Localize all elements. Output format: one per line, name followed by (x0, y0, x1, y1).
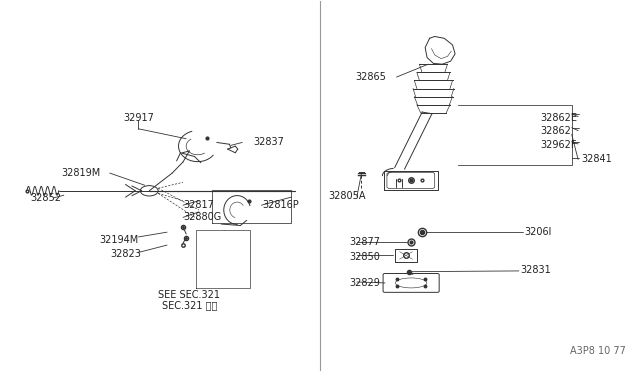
Text: 32841: 32841 (581, 154, 612, 164)
Text: 32877: 32877 (349, 237, 380, 247)
Text: 32917: 32917 (123, 113, 154, 123)
Text: 32817: 32817 (183, 200, 214, 210)
Text: 32880G: 32880G (183, 212, 221, 222)
Text: 32823: 32823 (110, 249, 141, 259)
Text: 32865: 32865 (355, 72, 386, 82)
Text: 32816P: 32816P (262, 200, 300, 210)
Text: 32194M: 32194M (100, 234, 139, 244)
Text: SEE SEC.321: SEE SEC.321 (158, 290, 220, 300)
Text: 32805A: 32805A (328, 191, 366, 201)
Text: 32837: 32837 (253, 137, 284, 147)
Text: 32819M: 32819M (61, 168, 100, 178)
Text: A3P8 10 77: A3P8 10 77 (570, 346, 626, 356)
Text: SEC.321 参照: SEC.321 参照 (162, 300, 217, 310)
Text: 32831: 32831 (521, 265, 552, 275)
Text: 32962F: 32962F (540, 140, 577, 150)
Text: 32862E: 32862E (540, 113, 577, 123)
Text: 32829: 32829 (349, 278, 380, 288)
Text: 32852: 32852 (30, 193, 61, 203)
Text: 32862: 32862 (540, 126, 571, 137)
Text: 32850: 32850 (349, 252, 380, 262)
Text: 3206l: 3206l (524, 227, 551, 237)
